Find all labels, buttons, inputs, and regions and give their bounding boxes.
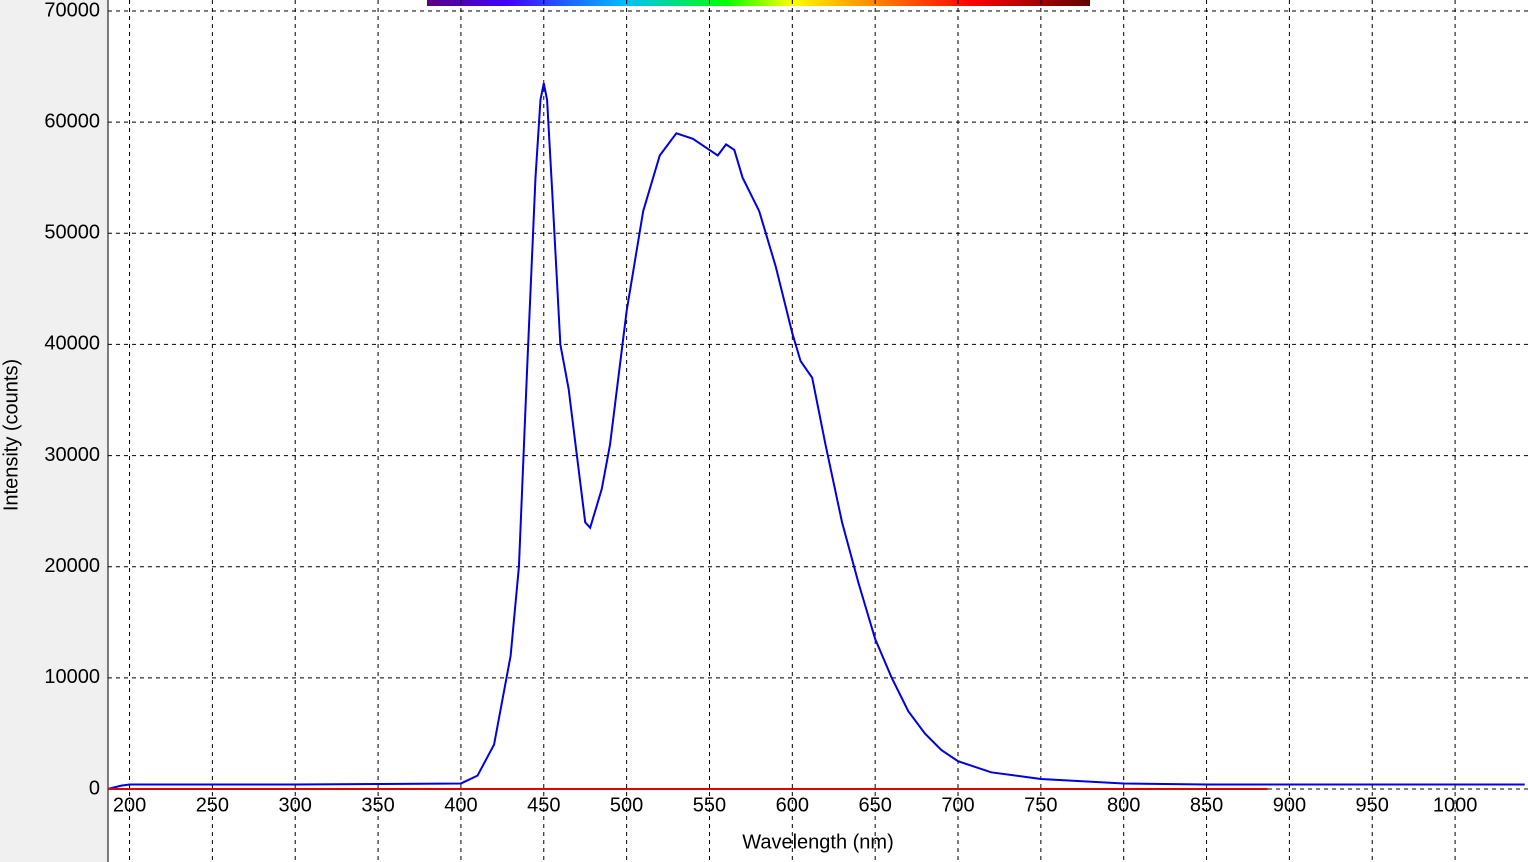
x-tick-label: 800 (1107, 794, 1140, 816)
x-tick-label: 750 (1024, 794, 1057, 816)
x-tick-label: 200 (113, 794, 146, 816)
series-line (107, 83, 1525, 790)
x-tick-label: 450 (527, 794, 560, 816)
y-tick-label: 60000 (44, 110, 100, 132)
y-tick-label: 70000 (44, 0, 100, 21)
y-tick-label: 40000 (44, 333, 100, 355)
x-tick-label: 1000 (1433, 794, 1478, 816)
y-axis-title: Intensity (counts) (0, 359, 22, 511)
x-tick-label: 550 (693, 794, 726, 816)
y-tick-label: 0 (89, 777, 100, 799)
x-tick-label: 400 (444, 794, 477, 816)
x-tick-label: 500 (610, 794, 643, 816)
x-tick-label: 700 (941, 794, 974, 816)
x-tick-label: 300 (279, 794, 312, 816)
x-tick-label: 900 (1273, 794, 1306, 816)
x-axis-title: Wavelength (nm) (742, 831, 894, 853)
y-tick-label: 50000 (44, 222, 100, 244)
x-tick-label: 650 (858, 794, 891, 816)
y-tick-label: 10000 (44, 666, 100, 688)
x-tick-label: 950 (1356, 794, 1389, 816)
x-tick-label: 600 (776, 794, 809, 816)
y-tick-label: 30000 (44, 444, 100, 466)
y-tick-label: 20000 (44, 555, 100, 577)
spectrum-bar (427, 0, 1090, 6)
x-tick-label: 350 (361, 794, 394, 816)
x-tick-label: 850 (1190, 794, 1223, 816)
x-tick-label: 250 (196, 794, 229, 816)
plot-background (108, 0, 1528, 862)
